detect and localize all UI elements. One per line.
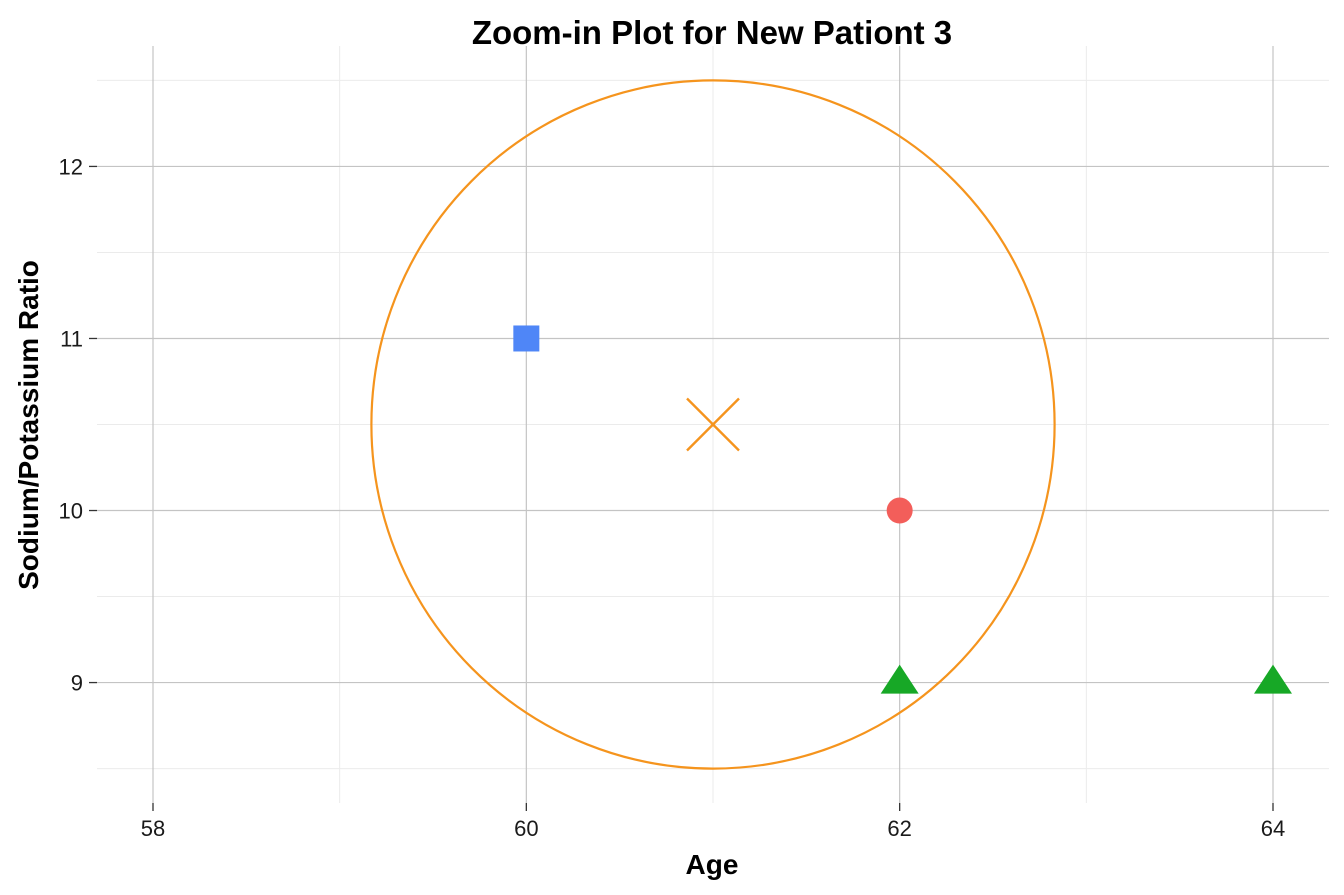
point-circle xyxy=(886,497,913,524)
neighborhood-circle xyxy=(370,79,1056,770)
neighborhood-layer xyxy=(370,79,1056,770)
y-tick-label: 11 xyxy=(60,326,83,351)
x-tick-label: 58 xyxy=(141,816,165,841)
x-tick-label: 60 xyxy=(514,816,538,841)
y-tick-label: 10 xyxy=(59,499,83,524)
x-tick-label: 62 xyxy=(887,816,911,841)
x-tick-label: 64 xyxy=(1261,816,1285,841)
axis-ticks xyxy=(89,165,1274,811)
x-axis-title: Age xyxy=(686,849,739,880)
chart-title: Zoom-in Plot for New Pationt 3 xyxy=(472,14,952,51)
point-triangle xyxy=(1254,664,1292,694)
point-triangle xyxy=(880,664,919,694)
y-tick-label: 9 xyxy=(71,671,83,696)
y-axis-title: Sodium/Potassium Ratio xyxy=(13,260,44,590)
data-points xyxy=(513,325,1292,694)
major-gridlines xyxy=(97,46,1329,803)
y-tick-label: 12 xyxy=(59,154,83,179)
tick-labels: 58 60 62 64 9 10 11 12 xyxy=(59,154,1286,841)
new-point-x-marker xyxy=(686,397,740,452)
point-square xyxy=(513,325,540,352)
new-point-stroke xyxy=(686,397,740,452)
